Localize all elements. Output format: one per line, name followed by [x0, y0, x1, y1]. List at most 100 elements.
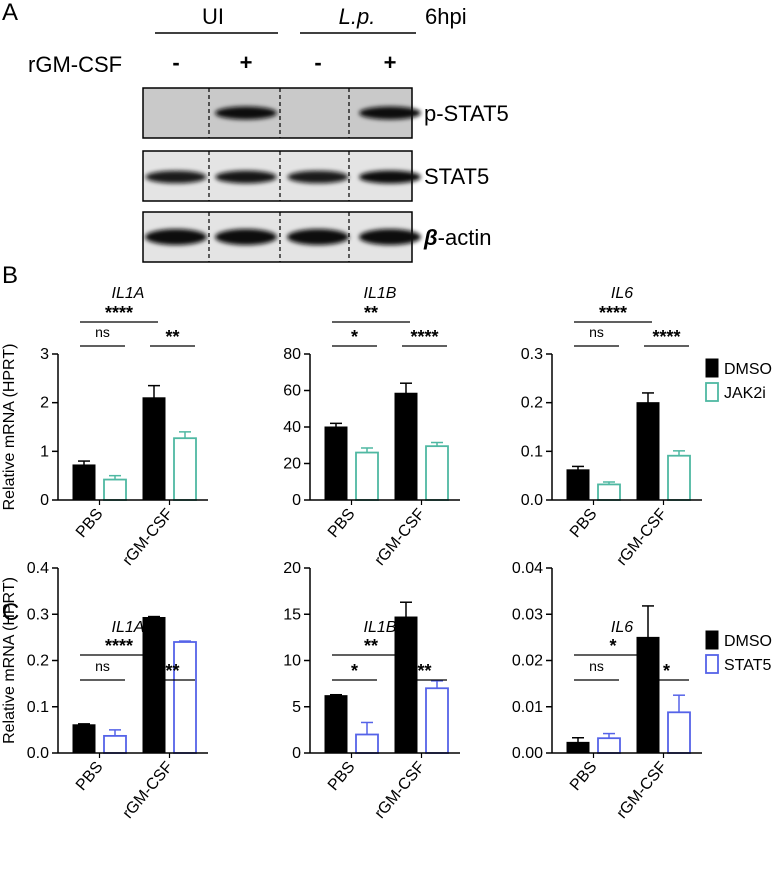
blot-band — [145, 170, 207, 184]
x-tick-label: rGM-CSF — [614, 505, 671, 569]
x-tick-label: rGM-CSF — [120, 505, 177, 569]
y-tick-label: 40 — [283, 419, 301, 436]
blot-band — [287, 229, 349, 245]
bar — [394, 392, 418, 501]
bar — [636, 402, 660, 501]
y-tick-label: 0.0 — [521, 492, 543, 509]
bar — [667, 454, 691, 501]
y-tick-label: 0 — [40, 492, 49, 509]
x-tick-label: rGM-CSF — [614, 758, 671, 822]
legend-b: DMSO control JAK2i — [705, 358, 772, 402]
blot-band — [215, 106, 277, 120]
chart-title: IL6 — [611, 619, 633, 636]
blot-band — [359, 229, 421, 245]
chart-C-il6: IL6 0.00 0.01 0.02 0.03 0.04 PBS rGM-CSF * ns * — [512, 560, 702, 822]
legend-label: JAK2i — [724, 385, 766, 402]
significance-label: **** — [599, 303, 627, 323]
bar — [597, 737, 621, 754]
y-tick-label: 2 — [40, 395, 49, 412]
blot-band — [359, 170, 421, 184]
blot-row-label: p-STAT5 — [424, 101, 509, 126]
significance-label: ** — [165, 327, 179, 347]
significance-label: * — [351, 327, 358, 347]
bar — [566, 741, 590, 754]
x-tick-label: PBS — [325, 506, 359, 541]
significance-label: ns — [589, 324, 604, 340]
bar — [355, 451, 379, 501]
blot-group-ui: UI — [202, 4, 224, 29]
bar — [324, 695, 348, 754]
bar — [425, 445, 449, 501]
bar — [355, 733, 379, 754]
chart-title: IL1B — [364, 619, 397, 636]
bar — [566, 469, 590, 501]
y-tick-label: 0.03 — [512, 606, 543, 623]
bar — [597, 483, 621, 501]
y-tick-label: 0.2 — [521, 395, 543, 412]
y-tick-label: 20 — [283, 560, 301, 577]
legend-label: DMSO control — [724, 633, 772, 650]
significance-label: ** — [417, 661, 431, 681]
bar — [72, 464, 96, 501]
legend-swatch — [705, 382, 719, 402]
chart-title: IL6 — [611, 285, 633, 302]
chart-C-il1a: IL1A 0.0 0.1 0.2 0.3 0.4 PBS rGM-CSF **** ns ** Rel… — [1, 560, 208, 822]
y-tick-label: 15 — [283, 606, 301, 623]
y-tick-label: 0.0 — [27, 745, 49, 762]
y-tick-label: 1 — [40, 443, 49, 460]
significance-label: * — [663, 661, 670, 681]
y-tick-label: 80 — [283, 346, 301, 363]
y-tick-label: 0.00 — [512, 745, 543, 762]
significance-label: ** — [364, 636, 378, 656]
blot-band — [145, 229, 207, 245]
y-tick-label: 5 — [292, 699, 301, 716]
bar — [394, 616, 418, 754]
bar — [142, 397, 166, 501]
significance-label: ns — [95, 658, 110, 674]
x-tick-label: PBS — [567, 759, 601, 794]
bar — [103, 478, 127, 501]
chart-B-il1a: IL1A 0 1 2 3 PBS rGM-CSF ****ns ** Relative mRNA … — [1, 285, 208, 569]
y-tick-label: 3 — [40, 346, 49, 363]
blot-band — [215, 170, 277, 184]
bar — [667, 711, 691, 754]
blot-treatment-label: rGM-CSF — [28, 52, 122, 77]
significance-label: ** — [165, 661, 179, 681]
significance-label: * — [609, 636, 616, 656]
panel-label-b: B — [2, 262, 18, 289]
significance-label: **** — [410, 327, 438, 347]
significance-label: **** — [652, 327, 680, 347]
bar — [103, 734, 127, 754]
y-axis-label: Relative mRNA (HPRT) — [1, 577, 18, 744]
blot-band — [287, 170, 349, 184]
bar — [173, 437, 197, 501]
bar — [173, 641, 197, 754]
y-tick-label: 0.02 — [512, 653, 543, 670]
x-tick-label: rGM-CSF — [372, 758, 429, 822]
y-tick-label: 0.3 — [27, 606, 49, 623]
y-tick-label: 10 — [283, 653, 301, 670]
blot-timepoint: 6hpi — [425, 4, 467, 29]
panel-label-c: C — [2, 599, 19, 626]
legend-swatch — [705, 654, 719, 674]
blot-lane-2: + — [240, 50, 253, 75]
bar — [142, 616, 166, 754]
legend-swatch — [705, 358, 719, 378]
legends: DMSO control JAK2i DMSO control STAT5i — [705, 358, 772, 674]
blot-row-label: STAT5 — [424, 164, 489, 189]
y-tick-label: 0.04 — [512, 560, 543, 577]
blot-lane-1: - — [172, 50, 179, 75]
x-tick-label: PBS — [325, 759, 359, 794]
bar — [324, 426, 348, 501]
y-tick-label: 0.01 — [512, 699, 543, 716]
x-tick-label: PBS — [73, 759, 107, 794]
legend-swatch — [705, 630, 719, 650]
panel-label-a: A — [2, 0, 18, 26]
significance-label: ns — [95, 324, 110, 340]
x-tick-label: PBS — [567, 506, 601, 541]
significance-label: ns — [589, 658, 604, 674]
